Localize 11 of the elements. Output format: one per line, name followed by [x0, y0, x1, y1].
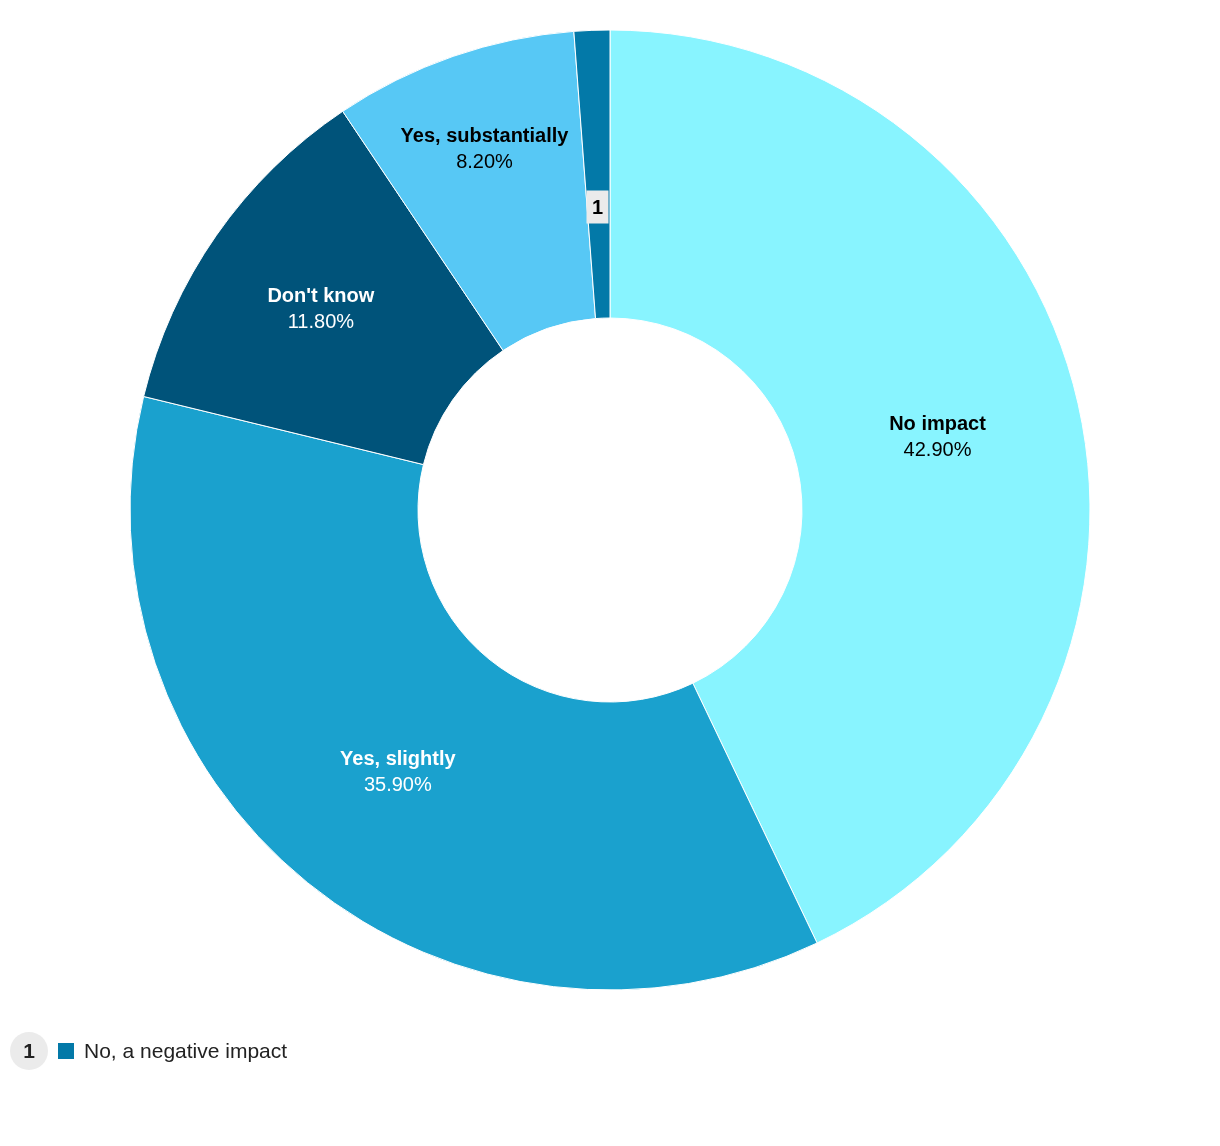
data-label: 35.90%	[363, 772, 432, 795]
number-badge: 1	[10, 1032, 48, 1070]
data-label: 11.80%	[287, 310, 355, 333]
data-label: 42.90%	[903, 437, 972, 460]
slice-label: Yes, slightly	[340, 746, 457, 769]
slice-label: No impact	[889, 411, 987, 434]
legend-label: No, a negative impact	[84, 1039, 288, 1063]
slice-label: Don't know	[267, 284, 375, 307]
slice-label: Yes, substantially	[400, 124, 570, 147]
text: 1	[592, 196, 604, 218]
data-label: 8.20%	[456, 150, 514, 173]
